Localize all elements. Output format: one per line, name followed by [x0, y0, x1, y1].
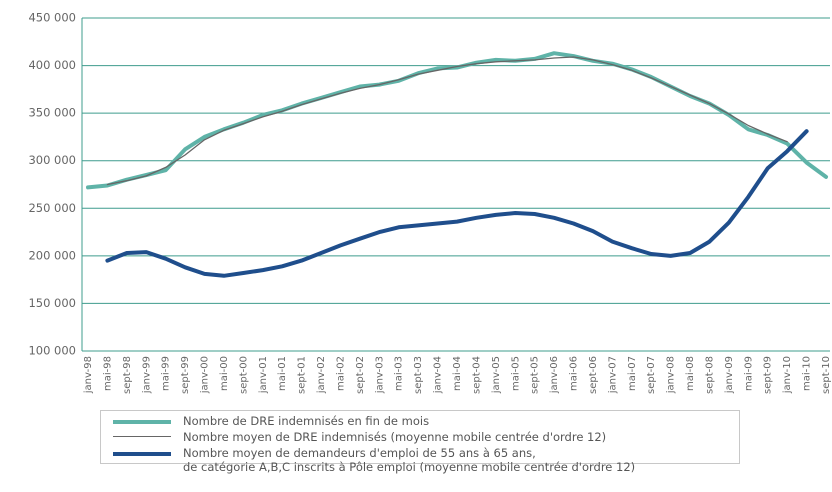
legend-entry: Nombre moyen de demandeurs d'emploi de 5… [113, 446, 739, 474]
legend-label: Nombre de DRE indemnisés en fin de mois [183, 414, 430, 428]
series-line [105, 129, 809, 278]
x-tick-label: janv-03 [374, 356, 385, 394]
x-tick-label: sept-06 [588, 356, 599, 394]
y-tick-label: 150 000 [28, 296, 76, 310]
x-tick-label: sept-08 [704, 356, 715, 394]
y-tick-label: 450 000 [28, 11, 76, 25]
legend: Nombre de DRE indemnisés en fin de mois N… [100, 410, 740, 474]
x-tick-label: mai-08 [685, 356, 696, 391]
y-tick-label: 200 000 [28, 248, 76, 262]
x-tick-label: janv-04 [433, 356, 444, 394]
legend-entry: Nombre de DRE indemnisés en fin de mois [113, 414, 739, 428]
x-tick-label: sept-07 [646, 356, 657, 394]
y-tick-label: 100 000 [28, 344, 76, 358]
x-tick-label: janv-08 [666, 356, 677, 394]
x-tick-label: mai-06 [569, 356, 580, 391]
x-tick-label: sept-01 [297, 356, 308, 394]
x-tick-label: janv-07 [607, 356, 618, 394]
x-tick-label: janv-98 [83, 356, 94, 394]
x-tick-label: janv-05 [491, 356, 502, 394]
x-tick-label: sept-05 [530, 356, 541, 394]
x-tick-label: mai-99 [161, 356, 172, 391]
x-tick-label: mai-05 [510, 356, 521, 391]
y-tick-label: 400 000 [28, 58, 76, 72]
x-tick-label: janv-10 [782, 356, 793, 394]
series-line [86, 51, 828, 190]
x-tick-label: mai-02 [335, 356, 346, 391]
x-tick-label: mai-10 [802, 356, 813, 391]
series-line [106, 56, 788, 186]
x-tick-label: janv-01 [258, 356, 269, 394]
x-tick-label: mai-04 [452, 356, 463, 391]
y-tick-label: 300 000 [28, 153, 76, 167]
x-tick-label: sept-09 [763, 356, 774, 394]
x-tick-label: janv-09 [724, 356, 735, 394]
legend-swatch [113, 420, 171, 424]
x-tick-label: mai-98 [102, 356, 113, 391]
x-tick-label: janv-00 [200, 356, 211, 394]
legend-label: Nombre moyen de DRE indemnisés (moyenne … [183, 430, 607, 444]
x-tick-label: mai-03 [394, 356, 405, 391]
x-tick-label: janv-99 [141, 356, 152, 394]
x-tick-label: mai-07 [627, 356, 638, 391]
x-tick-label: mai-00 [219, 356, 230, 391]
x-tick-label: sept-04 [471, 356, 482, 394]
x-tick-label: janv-02 [316, 356, 327, 394]
legend-swatch [113, 452, 171, 456]
legend-swatch [113, 436, 171, 438]
x-tick-label: sept-99 [180, 356, 191, 394]
y-tick-label: 350 000 [28, 106, 76, 120]
x-tick-label: janv-06 [549, 356, 560, 394]
legend-label: Nombre moyen de demandeurs d'emploi de 5… [183, 446, 636, 474]
legend-entry: Nombre moyen de DRE indemnisés (moyenne … [113, 430, 739, 444]
y-tick-label: 250 000 [28, 201, 76, 215]
x-tick-label: sept-98 [122, 356, 133, 394]
x-tick-label: sept-10 [821, 356, 832, 394]
x-tick-label: sept-00 [238, 356, 249, 394]
x-tick-label: sept-02 [355, 356, 366, 394]
x-tick-label: sept-03 [413, 356, 424, 394]
x-tick-label: mai-09 [743, 356, 754, 391]
x-tick-label: mai-01 [277, 356, 288, 391]
